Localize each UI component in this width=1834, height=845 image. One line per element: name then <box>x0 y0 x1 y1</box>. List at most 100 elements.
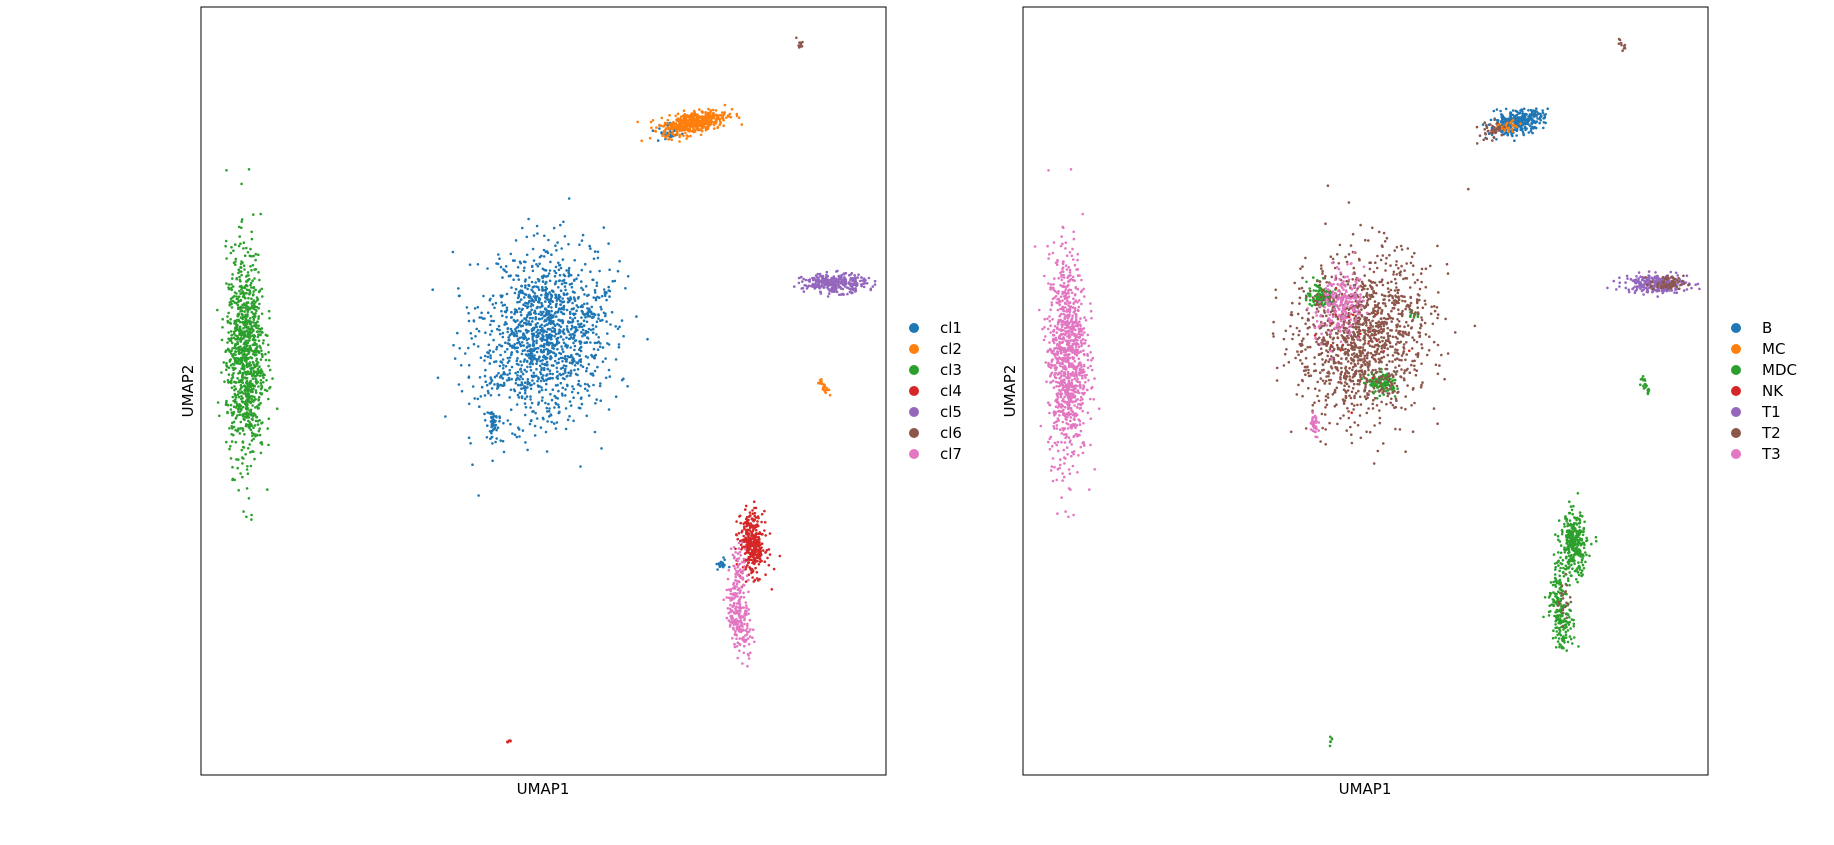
legend-item-cl4: cl4 <box>909 382 962 400</box>
data-point <box>580 325 584 329</box>
data-point <box>529 365 532 369</box>
data-point <box>492 412 495 416</box>
data-point <box>525 370 528 373</box>
data-point <box>237 337 240 340</box>
data-point <box>573 259 576 262</box>
data-point <box>555 249 558 252</box>
data-point <box>556 241 559 244</box>
data-point <box>700 120 703 123</box>
data-point <box>252 426 255 430</box>
data-point <box>258 374 262 378</box>
data-point <box>248 361 252 364</box>
data-point <box>478 405 481 409</box>
data-point <box>241 440 245 444</box>
data-point <box>586 356 589 359</box>
data-point <box>640 139 643 143</box>
data-point <box>499 265 503 269</box>
data-point <box>525 323 528 326</box>
data-point <box>687 121 691 125</box>
data-point <box>543 320 546 323</box>
data-point <box>540 312 544 316</box>
data-point <box>1578 511 1582 514</box>
data-point <box>255 296 259 299</box>
data-point <box>229 318 232 321</box>
data-point <box>1569 505 1573 508</box>
data-point <box>740 541 744 544</box>
data-point <box>1313 283 1317 287</box>
data-point <box>1514 124 1517 128</box>
data-point <box>254 258 257 262</box>
data-point <box>674 114 677 118</box>
data-point <box>532 410 535 413</box>
data-point <box>246 465 249 468</box>
data-point <box>734 551 737 554</box>
data-point <box>241 321 245 325</box>
data-point <box>1571 512 1574 516</box>
data-point <box>678 133 682 137</box>
data-point <box>256 368 260 372</box>
data-point <box>688 129 692 133</box>
data-point <box>264 352 267 356</box>
data-point <box>490 387 494 390</box>
data-point <box>751 529 755 533</box>
data-point <box>252 324 256 327</box>
data-point <box>510 316 513 319</box>
data-point <box>562 305 565 309</box>
data-point <box>231 421 234 425</box>
data-point <box>515 349 519 353</box>
data-point <box>470 337 474 340</box>
data-point <box>227 283 231 286</box>
data-point <box>249 408 253 412</box>
data-point <box>255 346 259 349</box>
data-point <box>517 323 521 327</box>
data-point <box>826 295 830 298</box>
legend-marker <box>909 449 919 459</box>
data-point <box>561 301 564 304</box>
data-point <box>533 285 536 288</box>
data-point <box>592 296 595 299</box>
data-point <box>542 374 545 377</box>
data-point <box>821 274 825 278</box>
data-point <box>557 286 560 289</box>
data-point <box>243 321 247 325</box>
data-point <box>536 232 539 235</box>
data-point <box>531 290 535 293</box>
data-point <box>727 588 731 591</box>
data-point <box>531 264 534 268</box>
data-point <box>245 360 248 364</box>
data-point <box>245 344 249 348</box>
data-point <box>550 364 554 367</box>
data-point <box>688 114 692 117</box>
data-point <box>747 578 750 582</box>
data-point <box>688 118 691 122</box>
data-point <box>248 289 252 293</box>
data-point <box>591 324 595 327</box>
data-point <box>1318 286 1322 290</box>
data-point <box>251 279 254 283</box>
data-point <box>494 301 498 305</box>
data-point <box>512 278 515 282</box>
data-point <box>567 242 570 246</box>
data-point <box>234 334 237 337</box>
data-point <box>254 288 257 292</box>
data-point <box>592 383 595 387</box>
data-point <box>586 337 590 340</box>
data-point <box>486 389 490 393</box>
data-point <box>536 295 539 298</box>
data-point <box>732 627 735 631</box>
data-point <box>552 422 556 425</box>
data-point <box>529 305 533 308</box>
series-cl3 <box>216 168 279 521</box>
data-point <box>513 291 517 295</box>
data-point <box>523 321 526 325</box>
data-point <box>248 385 251 388</box>
data-point <box>1376 385 1379 389</box>
data-point <box>547 402 550 406</box>
data-point <box>545 338 548 342</box>
data-point <box>492 420 495 424</box>
data-point <box>240 218 244 221</box>
data-point <box>225 440 228 444</box>
data-point <box>586 389 589 392</box>
data-point <box>252 299 256 303</box>
data-point <box>216 308 219 312</box>
